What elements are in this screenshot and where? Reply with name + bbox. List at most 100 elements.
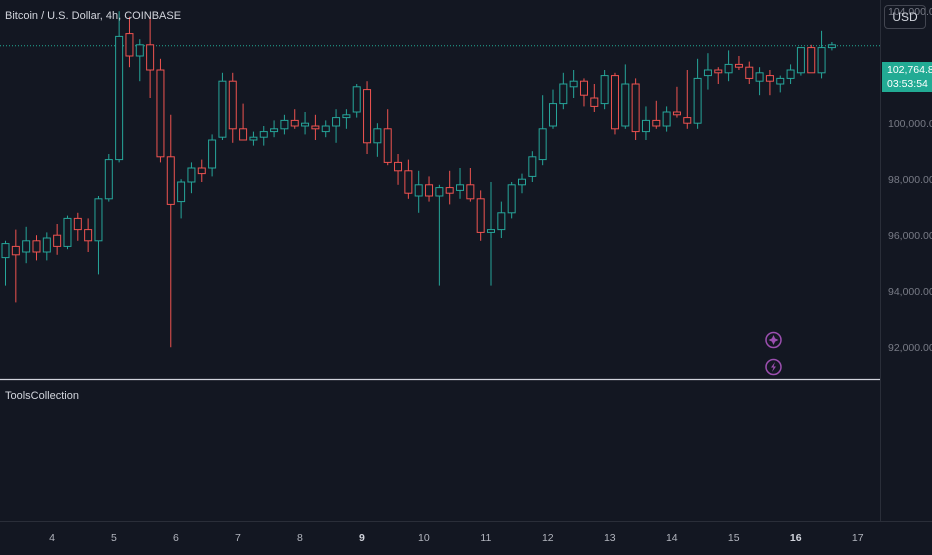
y-tick-label: 104,000.00 [888, 6, 932, 18]
candle-body [94, 198, 103, 242]
candle-body [683, 117, 692, 124]
candle-body [156, 69, 165, 158]
currency-button[interactable]: USD [884, 5, 926, 29]
candle-body [270, 128, 279, 133]
last-price-value: 102,764.88 [887, 64, 932, 76]
candle-body [703, 69, 712, 77]
candle-body [32, 240, 41, 253]
candle-body [487, 229, 496, 233]
candle-body [693, 77, 702, 124]
candle-body [146, 44, 155, 71]
x-tick-label: 7 [235, 532, 241, 544]
candle-body [383, 128, 392, 163]
y-tick-label: 94,000.00 [888, 286, 932, 298]
x-tick-label: 16 [790, 532, 802, 544]
candle-body [414, 184, 423, 197]
candle-body [621, 83, 630, 127]
x-tick-label: 9 [359, 532, 365, 544]
candle-body [497, 212, 506, 231]
candle-body [53, 234, 62, 247]
candle-body [321, 125, 330, 133]
y-tick-label: 98,000.00 [888, 174, 932, 186]
candle-body [352, 86, 361, 113]
candle-body [373, 128, 382, 144]
candle-body [104, 159, 113, 200]
y-tick-label: 100,000.00 [888, 118, 932, 130]
candle-body [590, 97, 599, 107]
candle-body [456, 184, 465, 191]
symbol-title[interactable]: Bitcoin / U.S. Dollar, 4h, COINBASE [5, 10, 182, 22]
x-tick-label: 8 [297, 532, 303, 544]
y-tick-label: 92,000.00 [888, 342, 932, 354]
candle-body [42, 237, 51, 253]
candle-body [249, 136, 258, 141]
candle-body [538, 128, 547, 161]
candle-body [734, 63, 743, 68]
candle-body [466, 184, 475, 200]
candle-body [652, 119, 661, 127]
candle-body [22, 240, 31, 253]
x-tick-label: 4 [49, 532, 55, 544]
candle-body [228, 80, 237, 130]
candle-body [641, 119, 650, 133]
candle-body [166, 156, 175, 205]
candle-body [280, 119, 289, 130]
candle-body [301, 122, 310, 127]
indicator-pane-label[interactable]: ToolsCollection [5, 390, 79, 402]
candle-body [332, 117, 341, 127]
candles-layer [1, 11, 836, 348]
candle-body [84, 229, 93, 242]
diamond-sparkle-icon [765, 331, 782, 349]
candle-body [786, 69, 795, 79]
bar-countdown: 03:53:54 [887, 78, 928, 90]
candle-body [197, 167, 206, 175]
candle-body [755, 72, 764, 82]
candle-body [765, 75, 774, 82]
candle-body [714, 69, 723, 74]
x-tick-label: 5 [111, 532, 117, 544]
x-tick-label: 14 [666, 532, 678, 544]
candle-body [73, 217, 82, 231]
markers-layer [765, 331, 782, 376]
candle-body [435, 187, 444, 197]
x-tick-label: 17 [852, 532, 864, 544]
candle-body [125, 33, 134, 57]
candle-body [579, 80, 588, 96]
candle-body [528, 156, 537, 177]
candle-body [187, 167, 196, 183]
x-tick-label: 15 [728, 532, 740, 544]
last-price-badge: 102,764.88 03:53:54 [882, 62, 932, 92]
lightning-icon [765, 358, 782, 376]
y-tick-label: 96,000.00 [888, 230, 932, 242]
candle-body [11, 245, 20, 256]
candle-body [745, 66, 754, 79]
candle-body [259, 131, 268, 138]
candle-body [662, 111, 671, 127]
candle-body [115, 35, 124, 161]
candle-body [239, 128, 248, 141]
candle-body [796, 47, 805, 74]
candle-body [177, 181, 186, 203]
x-tick-label: 6 [173, 532, 179, 544]
candle-body [208, 139, 217, 169]
candle-body [363, 89, 372, 144]
candle-body [569, 80, 578, 88]
candle-body [548, 103, 557, 127]
candle-body [404, 170, 413, 194]
marker-glyph [771, 362, 776, 372]
candle-body [559, 83, 568, 105]
x-tick-label: 10 [418, 532, 430, 544]
x-tick-label: 11 [480, 532, 491, 544]
candle-body [342, 114, 351, 119]
candle-body [776, 77, 785, 85]
grid-layer [0, 0, 932, 522]
candle-body [807, 47, 816, 74]
candle-body [394, 161, 403, 172]
candle-body [631, 83, 640, 133]
marker-glyph [768, 335, 779, 345]
candle-body [518, 178, 526, 186]
candle-body [63, 217, 72, 247]
candle-body [672, 111, 681, 116]
